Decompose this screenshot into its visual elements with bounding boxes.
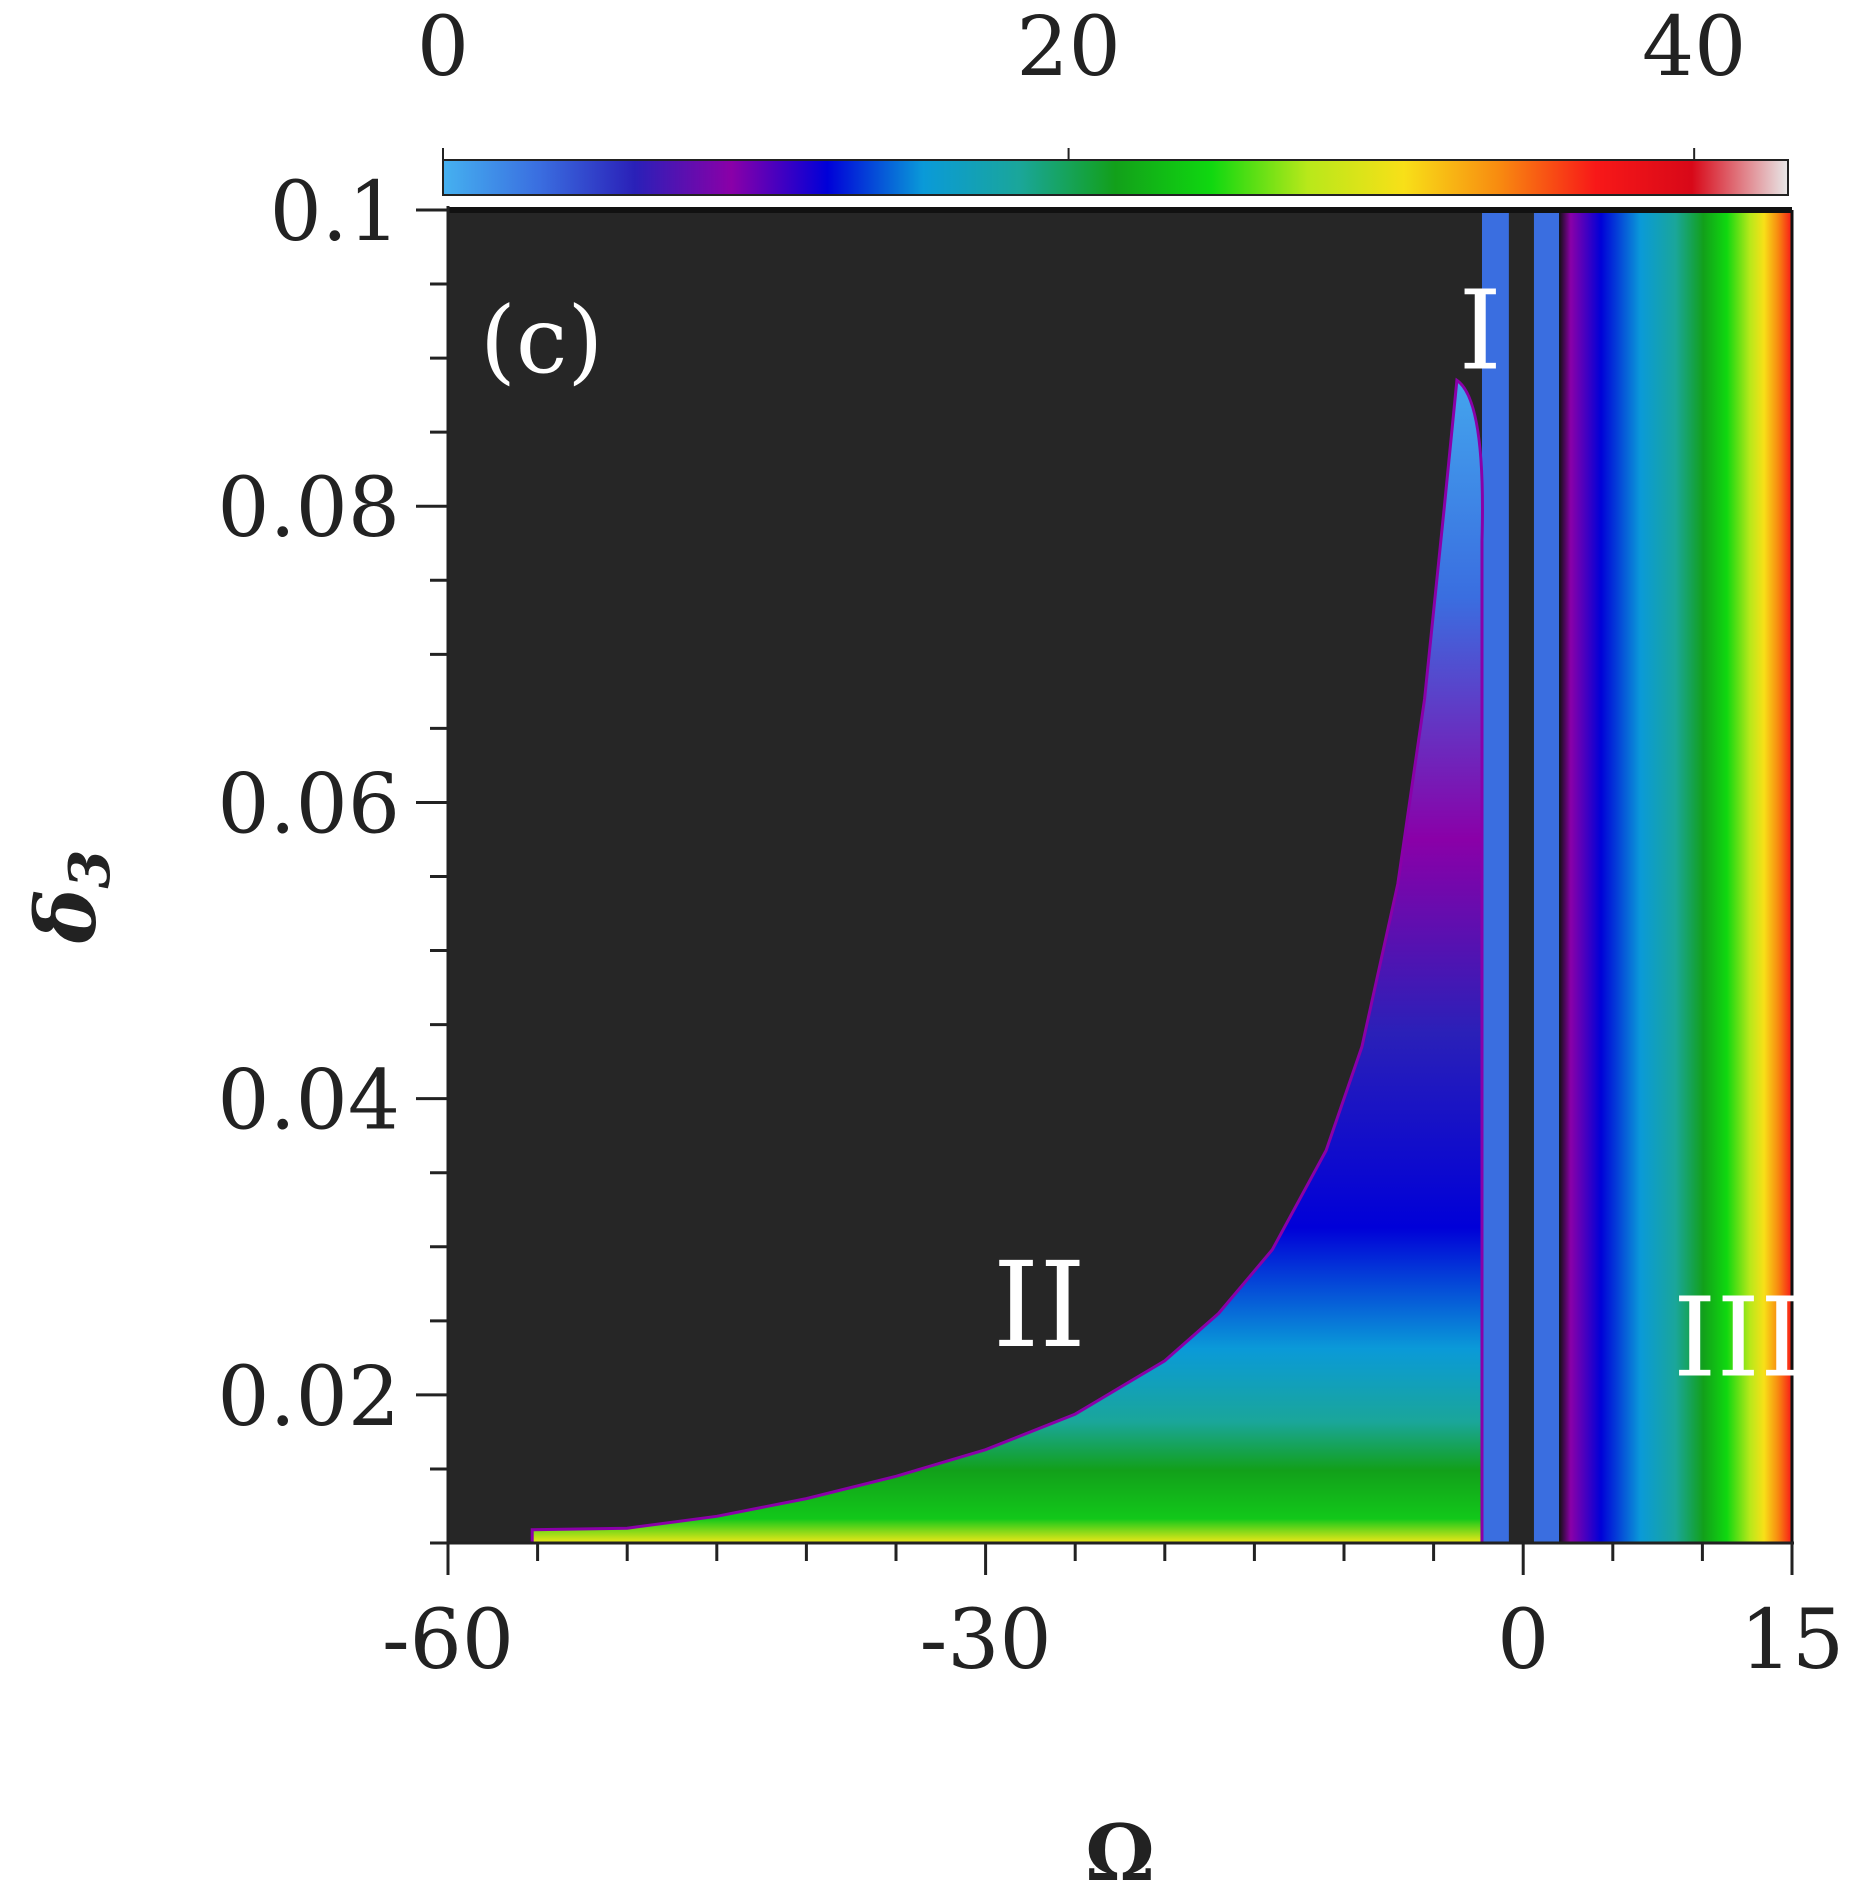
- x-tick-label: -30: [920, 1593, 1052, 1688]
- vertical-bands: [1481, 210, 1560, 1543]
- vertical-band: [1533, 210, 1560, 1543]
- y-tick-label: 0.1: [270, 165, 400, 260]
- region-II-tongue: [530, 377, 1484, 1543]
- colorbar-tick-label: 20: [1016, 0, 1120, 95]
- y-tick-label: 0.02: [217, 1350, 400, 1445]
- y-tick-label: 0.06: [217, 757, 400, 852]
- colorbar-tick-label: 40: [1642, 0, 1746, 95]
- y-ticks: 0.02 0.04 0.06 0.08 0.1: [217, 165, 448, 1545]
- region-label-II: II: [993, 1236, 1086, 1374]
- region-label-I: I: [1458, 266, 1501, 394]
- x-ticks: -60 -30 0 15: [382, 1543, 1844, 1688]
- axes: -60 -30 0 15 0.02 0.04 0.06 0.08 0.1: [217, 165, 1844, 1688]
- plot-area: [448, 210, 1792, 1543]
- y-axis-label: δ3: [19, 850, 123, 945]
- y-tick-label: 0.08: [217, 461, 400, 556]
- region-label-III: III: [1673, 1274, 1803, 1402]
- y-tick-label: 0.04: [217, 1054, 400, 1149]
- region-III-field: [1559, 210, 1792, 1543]
- panel-label: (c): [480, 287, 603, 394]
- x-tick-label: 15: [1740, 1593, 1844, 1688]
- colorbar: 0 20 40: [417, 0, 1789, 196]
- colorbar-tick-label: 0: [417, 0, 469, 95]
- vertical-band: [1481, 210, 1509, 1543]
- colorbar-ticks: 0 20 40: [417, 0, 1746, 160]
- x-axis-label: Ω: [1085, 1808, 1154, 1889]
- region-labels: III III: [993, 266, 1804, 1401]
- x-tick-label: 0: [1497, 1593, 1549, 1688]
- colorbar-gradient: [442, 159, 1789, 196]
- x-tick-label: -60: [382, 1593, 514, 1688]
